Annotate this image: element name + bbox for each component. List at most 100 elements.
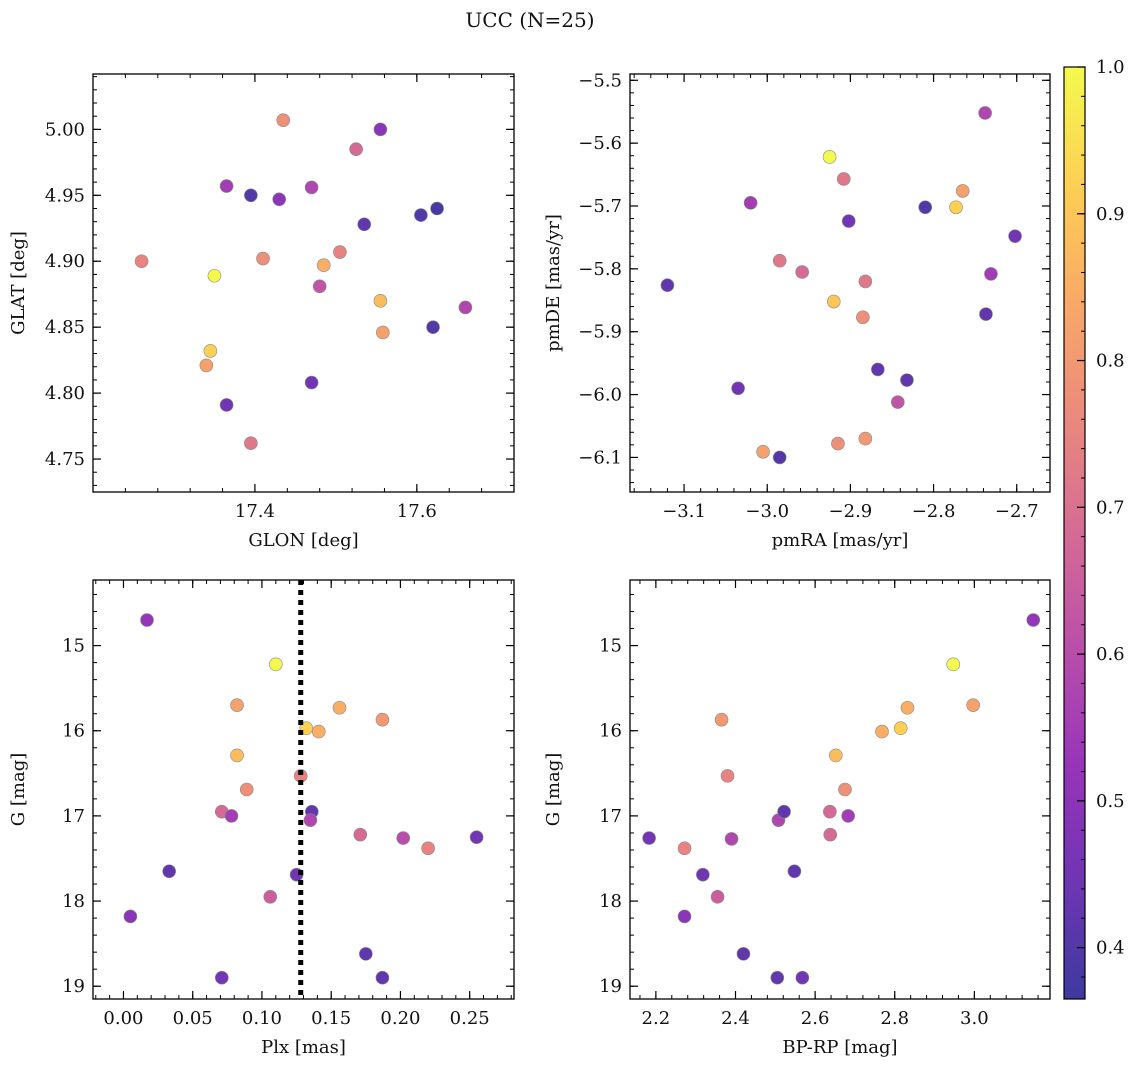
panel-color-magnitude: 2.2 2.4 2.6 2.8 3.0 15 16 17 18 19 BP-RP [mag] G [m… <box>543 579 1051 1058</box>
scatter-point <box>421 841 435 856</box>
scatter-point <box>375 970 390 985</box>
colorbar-gradient <box>1063 66 1086 1000</box>
colorbar-tick-label: 0.8 <box>1096 351 1125 372</box>
y-axis-label: G [mag] <box>543 753 564 826</box>
scatter-point <box>966 698 980 712</box>
y-tick-label: −5.7 <box>578 196 622 217</box>
scatter-point <box>244 188 258 203</box>
scatter-point <box>743 196 758 210</box>
scatter-point <box>357 217 372 232</box>
x-tick-label: 2.4 <box>721 1008 750 1029</box>
scatter-point <box>795 265 809 279</box>
x-tick-label: 3.0 <box>960 1008 989 1029</box>
scatter-point <box>826 294 841 309</box>
y-tick-label: 16 <box>62 721 85 742</box>
colorbar-tick-label: 1.0 <box>1096 57 1125 78</box>
y-tick-label: 17 <box>62 806 85 827</box>
scatter-point <box>162 864 176 879</box>
scatter-point <box>946 657 961 672</box>
colorbar: 0.4 0.5 0.6 0.7 0.8 0.9 1.0 <box>1063 57 1125 1000</box>
x-axis-label: BP-RP [mag] <box>782 1037 897 1058</box>
scatter-point <box>304 180 319 195</box>
scatter-point <box>353 827 368 842</box>
scatter-point <box>777 804 791 819</box>
x-tick-label: 0.05 <box>173 1008 213 1029</box>
colorbar-tick-label: 0.5 <box>1096 791 1125 812</box>
axes-frame <box>92 73 515 493</box>
scatter-point <box>677 909 692 924</box>
scatter-point <box>787 864 802 879</box>
scatter-point <box>316 258 331 272</box>
y-tick-label: 15 <box>62 636 85 657</box>
axes-frame <box>92 579 515 1000</box>
scatter-point <box>276 113 291 127</box>
x-tick-label: 0.25 <box>450 1008 490 1029</box>
x-tick-label: 0.10 <box>242 1008 282 1029</box>
scatter-point <box>731 381 745 396</box>
figure-title: UCC (N=25) <box>465 8 594 32</box>
x-axis-label: GLON [deg] <box>248 530 358 551</box>
colorbar-tick-label: 0.4 <box>1096 938 1125 959</box>
scatter-point <box>984 267 998 281</box>
scatter-point <box>263 890 278 904</box>
scatter-point <box>373 294 388 308</box>
scatter-point <box>426 320 440 334</box>
scatter-point <box>349 142 363 156</box>
scatter-point <box>304 375 319 390</box>
scatter-point <box>1026 613 1041 627</box>
scatter-point <box>207 268 222 283</box>
y-axis-label: G [mag] <box>8 753 29 826</box>
x-tick-label: 0.15 <box>311 1008 351 1029</box>
scatter-point <box>430 201 444 216</box>
x-tick-label: −3.0 <box>745 501 789 522</box>
scatter-point <box>256 251 270 266</box>
scatter-point <box>836 172 851 186</box>
colorbar-tick-label: 0.7 <box>1096 497 1125 518</box>
scatter-point <box>414 208 428 222</box>
scatter-point <box>822 150 837 164</box>
panel-glon-glat: 17.4 17.6 4.75 4.80 4.85 4.90 4.95 5.00 GLON [de… <box>8 73 515 551</box>
scatter-point <box>714 712 729 727</box>
y-axis-label: pmDE [mas/yr] <box>543 214 564 352</box>
scatter-point <box>373 122 388 137</box>
colorbar-tick-label: 0.9 <box>1096 204 1125 225</box>
scatter-point <box>311 724 326 739</box>
scatter-point <box>979 307 993 321</box>
x-tick-label: 2.8 <box>880 1008 909 1029</box>
scatter-point <box>858 431 873 446</box>
scatter-point <box>856 310 870 325</box>
scatter-point <box>230 698 244 712</box>
scatter-point <box>203 344 218 358</box>
x-axis-label: Plx [mas] <box>261 1037 346 1058</box>
scatter-point <box>949 200 963 215</box>
scatter-point <box>893 721 908 735</box>
scatter-point <box>224 809 239 823</box>
scatter-point <box>239 782 254 797</box>
y-axis-label: GLAT [deg] <box>8 231 29 335</box>
x-tick-label: −2.7 <box>995 501 1039 522</box>
scatter-point <box>841 214 856 228</box>
axes-frame <box>629 579 1051 1000</box>
scatter-point <box>272 192 287 207</box>
scatter-point <box>312 279 327 294</box>
x-tick-label: 2.6 <box>801 1008 830 1029</box>
colorbar-tick-label: 0.6 <box>1096 644 1125 665</box>
scatter-point <box>756 444 770 459</box>
scatter-point <box>1008 229 1022 243</box>
scatter-point <box>900 373 914 387</box>
scatter-point <box>134 254 149 269</box>
axes-frame <box>629 73 1051 493</box>
scatter-point <box>724 832 739 846</box>
scatter-point <box>469 830 484 844</box>
scatter-point <box>660 278 675 293</box>
x-tick-label: 17.6 <box>397 501 437 522</box>
y-tick-label: 16 <box>599 721 622 742</box>
scatter-point <box>838 782 852 797</box>
scatter-point <box>642 831 656 845</box>
y-tick-label: 4.80 <box>45 383 85 404</box>
scatter-point <box>303 813 318 827</box>
scatter-point <box>214 970 229 985</box>
scatter-point <box>795 970 810 985</box>
x-tick-label: 0.00 <box>103 1008 143 1029</box>
y-tick-label: 19 <box>62 976 85 997</box>
